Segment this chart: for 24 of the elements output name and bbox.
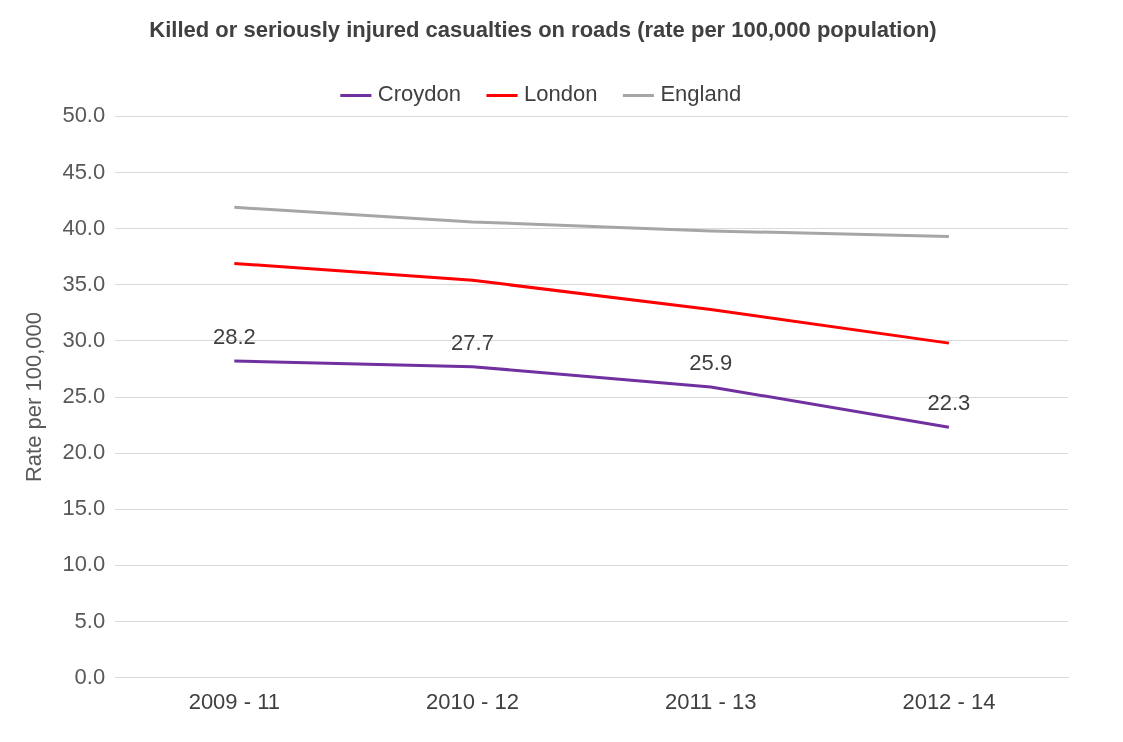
y-tick-label: 20.0 xyxy=(62,439,106,465)
data-label: 22.3 xyxy=(927,390,971,416)
y-tick-label: 45.0 xyxy=(62,158,106,184)
legend-label: London xyxy=(524,81,598,107)
legend-label: England xyxy=(660,81,742,107)
y-tick-label: 40.0 xyxy=(62,214,106,240)
y-tick-label: 30.0 xyxy=(62,326,106,352)
x-tick-label: 2010 - 12 xyxy=(426,688,519,714)
data-label: 25.9 xyxy=(689,349,733,375)
y-axis-title: Rate per 100,000 xyxy=(21,311,47,483)
y-tick-label: 50.0 xyxy=(62,102,106,128)
x-tick-label: 2009 - 11 xyxy=(188,688,280,714)
x-tick-label: 2012 - 14 xyxy=(902,688,996,714)
chart-title: Killed or seriously injured casualties on roads (rate per 100,000 population) xyxy=(149,17,937,43)
y-tick-label: 10.0 xyxy=(62,551,106,577)
y-tick-label: 5.0 xyxy=(74,607,106,633)
data-label: 28.2 xyxy=(212,324,256,350)
data-label: 27.7 xyxy=(451,329,494,355)
y-tick-label: 35.0 xyxy=(62,270,106,296)
y-tick-label: 25.0 xyxy=(62,383,106,409)
y-tick-label: 15.0 xyxy=(62,495,106,521)
legend-label: Croydon xyxy=(377,81,461,107)
x-tick-label: 2011 - 13 xyxy=(665,688,757,714)
y-tick-label: 0.0 xyxy=(74,663,106,689)
